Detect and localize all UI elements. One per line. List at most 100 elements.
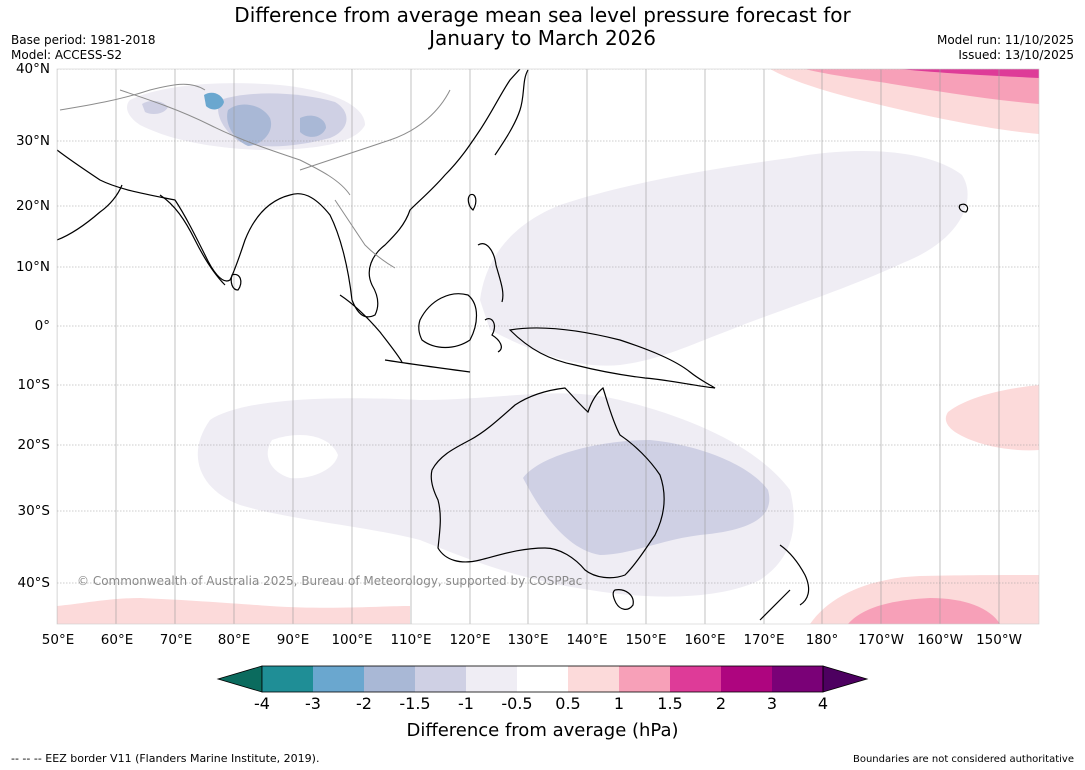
coastlines xyxy=(57,69,969,621)
colorbar-tick-3: -1.5 xyxy=(399,694,431,713)
map-title: Difference from average mean sea level p… xyxy=(0,4,1085,50)
model-name: Model: ACCESS-S2 xyxy=(11,48,123,62)
lat-label-30s: 30°S xyxy=(17,503,51,519)
colorbar-swatch xyxy=(415,666,466,692)
map-layers xyxy=(57,69,1039,624)
lon-label-170w: 170°W xyxy=(858,632,904,648)
lat-label-30n: 30°N xyxy=(15,133,50,149)
border-himalaya xyxy=(119,89,351,196)
colorbar-swatch xyxy=(619,666,670,692)
anomaly-neg-pacific xyxy=(480,151,968,366)
colorbar-tick-7: 1 xyxy=(613,694,625,713)
anomaly-strong-tibet xyxy=(227,104,272,146)
lon-label-50e: 50°E xyxy=(41,632,75,648)
coast-sri-lanka xyxy=(230,273,242,291)
colorbar-tick-11: 4 xyxy=(817,694,829,713)
colorbar-extend-low xyxy=(216,665,263,693)
border-central-asia xyxy=(59,83,206,111)
coast-arabia xyxy=(57,184,123,241)
lat-label-40s: 40°S xyxy=(17,575,51,591)
lat-label-20n: 20°N xyxy=(15,198,50,214)
colorbar-tick-4: -1 xyxy=(458,694,474,713)
colorbar-swatch xyxy=(721,666,772,692)
colorbar-tick-1: -3 xyxy=(305,694,321,713)
country-borders xyxy=(59,83,451,269)
anomaly-neg-indian-hole xyxy=(267,435,338,479)
colorbar-title: Difference from average (hPa) xyxy=(406,720,679,741)
lat-label-10n: 10°N xyxy=(15,259,50,275)
coast-india xyxy=(159,194,226,286)
lon-label-120e: 120°E xyxy=(449,632,491,648)
coast-sumatra xyxy=(339,294,403,363)
model-run: Model run: 11/10/2025 xyxy=(936,33,1074,47)
lon-label-110e: 110°E xyxy=(390,632,432,648)
anomaly-pos-south-indian xyxy=(57,598,410,624)
anomaly-pos-north-pacific-15 xyxy=(900,69,1039,78)
colorbar-swatch xyxy=(313,666,364,692)
lon-label-80e: 80°E xyxy=(217,632,251,648)
anomaly-pos-south-pacific-1 xyxy=(848,598,1000,624)
title-line-2: January to March 2026 xyxy=(429,26,656,50)
coast-taiwan xyxy=(467,193,477,211)
colorbar-extend-high xyxy=(822,665,869,693)
anomaly-shading xyxy=(57,69,1039,624)
lon-label-150e: 150°E xyxy=(625,632,667,648)
lat-label-20s: 20°S xyxy=(17,437,51,453)
colorbar-tick-8: 1.5 xyxy=(657,694,683,713)
coast-asia-mainland xyxy=(57,69,521,318)
coast-new-guinea xyxy=(508,327,716,389)
lon-label-70e: 70°E xyxy=(159,632,193,648)
lon-label-60e: 60°E xyxy=(100,632,134,648)
coast-sulawesi xyxy=(484,318,502,353)
coast-tasmania xyxy=(612,589,634,610)
footer-eez-note: -- -- -- EEZ border V11 (Flanders Marine… xyxy=(11,752,320,765)
lon-label-180: 180° xyxy=(805,632,839,648)
colorbar-frame xyxy=(261,665,824,693)
lon-label-130e: 130°E xyxy=(507,632,549,648)
base-period: Base period: 1981-2018 xyxy=(11,33,156,47)
graticule xyxy=(57,69,1039,624)
anomaly-pos-southeast xyxy=(945,385,1039,451)
colorbar-swatch xyxy=(772,666,823,692)
colorbar-swatch xyxy=(262,666,313,692)
issued-date: Issued: 13/10/2025 xyxy=(958,48,1074,62)
anomaly-pos-north-pacific-1 xyxy=(805,69,1039,104)
coast-japan xyxy=(494,69,529,156)
anomaly-stronger-tibet xyxy=(204,92,224,110)
border-indochina xyxy=(334,199,396,269)
lon-label-140e: 140°E xyxy=(566,632,608,648)
coast-hawaii-area xyxy=(958,203,969,213)
colorbar-swatch xyxy=(517,666,568,692)
colorbar-swatch xyxy=(466,666,517,692)
map-frame xyxy=(56,68,1040,625)
meta-right: Model run: 11/10/2025 Issued: 13/10/2025 xyxy=(937,33,1074,63)
coast-philippines xyxy=(477,243,504,303)
colorbar xyxy=(216,665,869,693)
lon-label-160w: 160°W xyxy=(917,632,963,648)
coast-new-zealand-north xyxy=(779,544,810,606)
lon-label-150w: 150°W xyxy=(976,632,1022,648)
lat-label-0: 0° xyxy=(34,318,50,334)
lat-label-10s: 10°S xyxy=(17,377,51,393)
colorbar-tick-5: -0.5 xyxy=(501,694,533,713)
colorbar-swatch xyxy=(364,666,415,692)
colorbar-swatch xyxy=(670,666,721,692)
anomaly-strong-tibet-2 xyxy=(300,115,326,137)
colorbar-tick-6: 0.5 xyxy=(555,694,581,713)
meta-left: Base period: 1981-2018 Model: ACCESS-S2 xyxy=(11,33,156,63)
colorbar-tick-0: -4 xyxy=(254,694,270,713)
lat-label-40n: 40°N xyxy=(15,61,50,77)
colorbar-tick-10: 3 xyxy=(766,694,778,713)
coast-java xyxy=(384,359,471,373)
footer-disclaimer: Boundaries are not considered authoritat… xyxy=(852,754,1074,765)
lon-label-160e: 160°E xyxy=(684,632,726,648)
colorbar-swatch xyxy=(568,666,619,692)
coast-borneo xyxy=(418,293,478,349)
copyright-notice: © Commonwealth of Australia 2025, Bureau… xyxy=(77,574,583,588)
coast-new-zealand-south xyxy=(759,589,791,621)
border-china-east xyxy=(299,89,451,171)
lon-label-170e: 170°E xyxy=(743,632,785,648)
lon-label-90e: 90°E xyxy=(276,632,310,648)
colorbar-tick-2: -2 xyxy=(356,694,372,713)
